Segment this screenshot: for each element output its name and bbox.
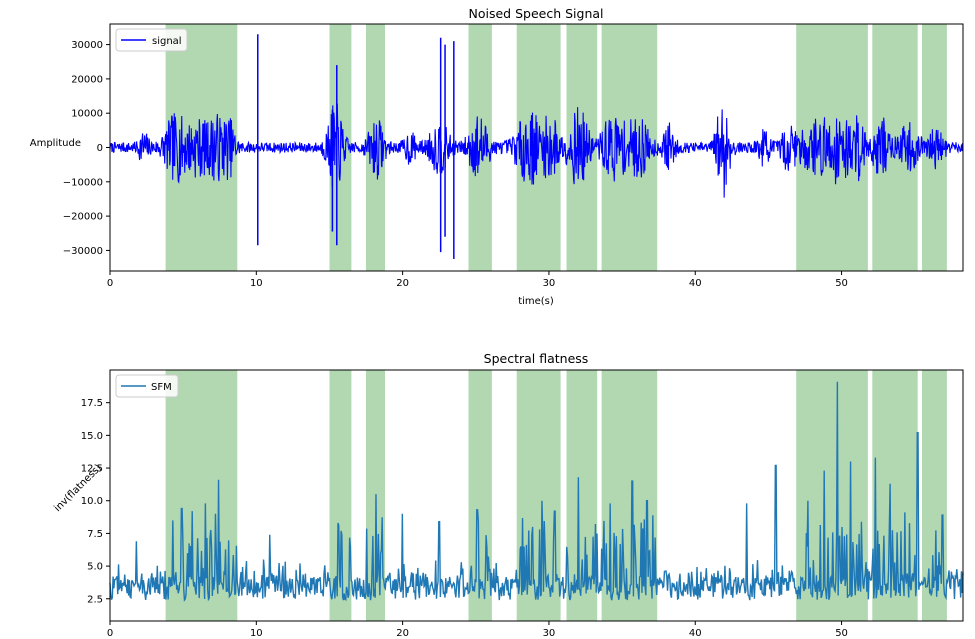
- flatness-y-tick-label: 7.5: [87, 529, 103, 540]
- signal-legend-box: [115, 28, 188, 52]
- flatness-x-axis-ticks: 0 10 20 30 40 50: [107, 621, 848, 639]
- signal-y-tick-label: 20000: [71, 74, 103, 85]
- flatness-legend: SFM: [115, 374, 179, 398]
- signal-x-axis-label: time(s): [518, 296, 554, 307]
- flatness-x-tick-label: 40: [689, 628, 702, 639]
- flatness-legend-box: [115, 374, 179, 398]
- signal-x-tick-label: 40: [689, 278, 702, 289]
- flatness-y-tick-label: 15.0: [81, 431, 103, 442]
- signal-chart-title: Noised Speech Signal: [469, 6, 604, 21]
- flatness-chart: Spectral flatness 0 10 20 30 40 50 2.5 5.0 7.5 1…: [52, 351, 964, 639]
- signal-x-tick-label: 10: [250, 278, 263, 289]
- signal-chart: Noised Speech Signal 0 10 20 30 40 50 30000 20…: [30, 6, 964, 307]
- flatness-y-tick-label: 2.5: [87, 594, 103, 605]
- flatness-legend-label: SFM: [151, 382, 172, 393]
- signal-x-axis-ticks: 0 10 20 30 40 50: [107, 271, 848, 289]
- flatness-x-tick-label: 50: [835, 628, 848, 639]
- signal-legend: signal: [115, 28, 188, 52]
- signal-x-tick-label: 0: [107, 278, 113, 289]
- flatness-y-tick-label: 12.5: [81, 464, 103, 475]
- signal-y-tick-label: 10000: [71, 109, 103, 120]
- signal-y-tick-label: 30000: [71, 40, 103, 51]
- flatness-y-tick-label: 10.0: [81, 496, 103, 507]
- signal-plot-frame: [109, 23, 964, 272]
- flatness-chart-title: Spectral flatness: [484, 351, 589, 366]
- flatness-y-tick-label: 5.0: [87, 562, 103, 573]
- signal-y-tick-label: 0: [97, 143, 103, 154]
- flatness-series: [109, 381, 964, 602]
- flatness-plot-frame: [109, 369, 964, 622]
- signal-y-axis-label: Amplitude: [30, 138, 81, 149]
- signal-legend-label: signal: [152, 36, 182, 47]
- signal-series-line: [109, 103, 964, 198]
- flatness-x-tick-label: 0: [107, 628, 113, 639]
- signal-x-tick-label: 50: [835, 278, 848, 289]
- signal-x-tick-label: 30: [543, 278, 556, 289]
- flatness-series-line: [109, 381, 964, 602]
- signal-y-tick-label: −30000: [63, 246, 103, 257]
- signal-y-tick-label: −10000: [63, 177, 103, 188]
- flatness-y-axis-ticks: 2.5 5.0 7.5 10.0 12.5 15.0 17.5: [81, 398, 110, 605]
- signal-y-tick-label: −20000: [63, 212, 103, 223]
- signal-y-axis-ticks: 30000 20000 10000 0 −10000 −20000 −30000: [63, 40, 110, 257]
- flatness-highlight-region: [329, 370, 352, 621]
- signal-series: [109, 34, 964, 259]
- signal-x-tick-label: 20: [396, 278, 409, 289]
- flatness-x-tick-label: 10: [250, 628, 263, 639]
- flatness-x-tick-label: 30: [543, 628, 556, 639]
- flatness-x-tick-label: 20: [396, 628, 409, 639]
- flatness-y-tick-label: 17.5: [81, 398, 103, 409]
